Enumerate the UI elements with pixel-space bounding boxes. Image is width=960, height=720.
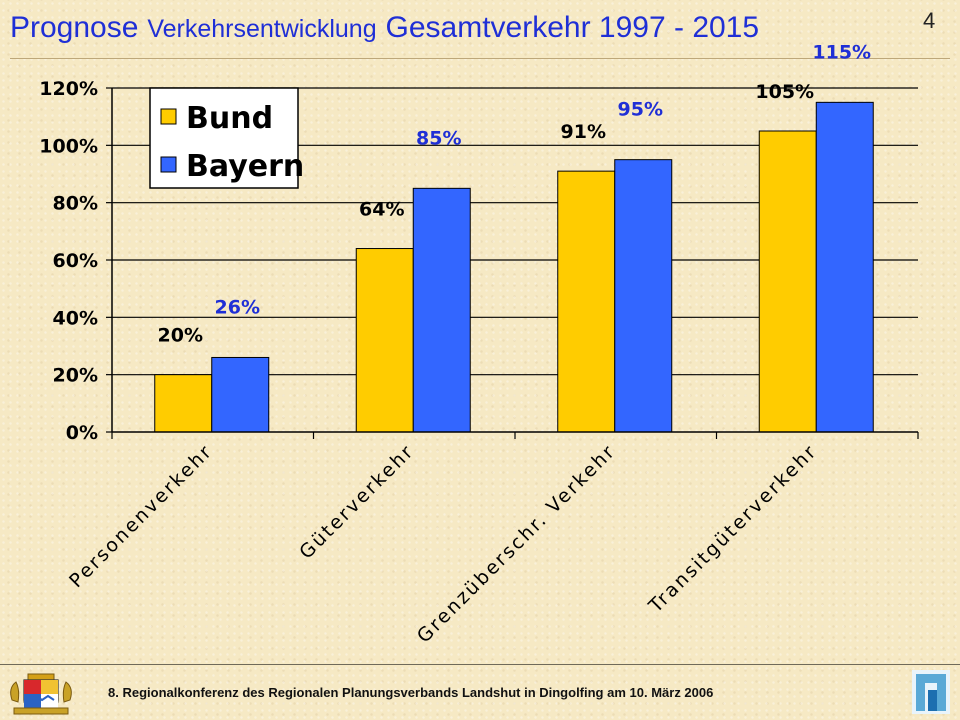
page-number: 4 [923,8,936,33]
legend-swatch-bund [160,108,177,125]
data-label: 95% [618,99,663,121]
bar-chart: 0% 20% 40% 60% 80% 100% 120% 20% 26% Personenver… [39,41,919,647]
y-tick-label: 0% [66,422,98,444]
bar-bayern [412,187,471,433]
data-label: 105% [755,81,814,103]
legend-label-bayern: Bayern [186,149,304,184]
title-divider [10,58,950,59]
y-tick-label: 20% [53,365,98,387]
y-tick-label: 80% [53,193,98,215]
x-category-label: Transitgüterverkehr [644,440,822,618]
data-label: 20% [158,325,203,347]
x-category-label: Güterverkehr [295,440,419,564]
bar-bund [154,374,213,433]
planning-association-logo-icon [912,670,950,714]
data-label: 85% [416,127,461,149]
page-title: Prognose Verkehrsentwicklung Gesamtverke… [10,8,759,45]
footer-divider [0,664,960,665]
bar-layer [154,101,874,433]
bar-bayern [614,159,673,433]
data-label: 64% [359,199,404,221]
data-label: 115% [812,41,871,63]
title-part-2: Verkehrsentwicklung [147,15,377,43]
axis-layer: 0% 20% 40% 60% 80% 100% 120% [39,78,919,444]
title-part-3: Gesamtverkehr 1997 - 2015 [385,11,760,44]
y-tick-label: 40% [53,307,98,329]
y-tick-label: 100% [39,135,98,157]
data-label: 91% [561,121,606,143]
bar-bund [758,130,817,433]
legend-label-bund: Bund [186,101,273,136]
bar-bund [557,170,616,433]
bar-bayern [815,101,874,433]
footer-text: 8. Regionalkonferenz des Regionalen Plan… [108,685,714,700]
bar-bund [355,248,414,433]
y-tick-label: 120% [39,78,98,100]
chart-legend: Bund Bayern [149,87,304,189]
x-category-label: Personenverkehr [65,440,217,592]
y-tick-label: 60% [53,250,98,272]
title-part-1: Prognose [10,11,139,44]
bar-bayern [211,356,270,433]
data-label: 26% [215,296,260,318]
bavarian-coat-of-arms-icon [10,673,72,715]
legend-swatch-bayern [160,156,177,173]
x-category-label: Grenzüberschr. Verkehr [413,440,620,647]
